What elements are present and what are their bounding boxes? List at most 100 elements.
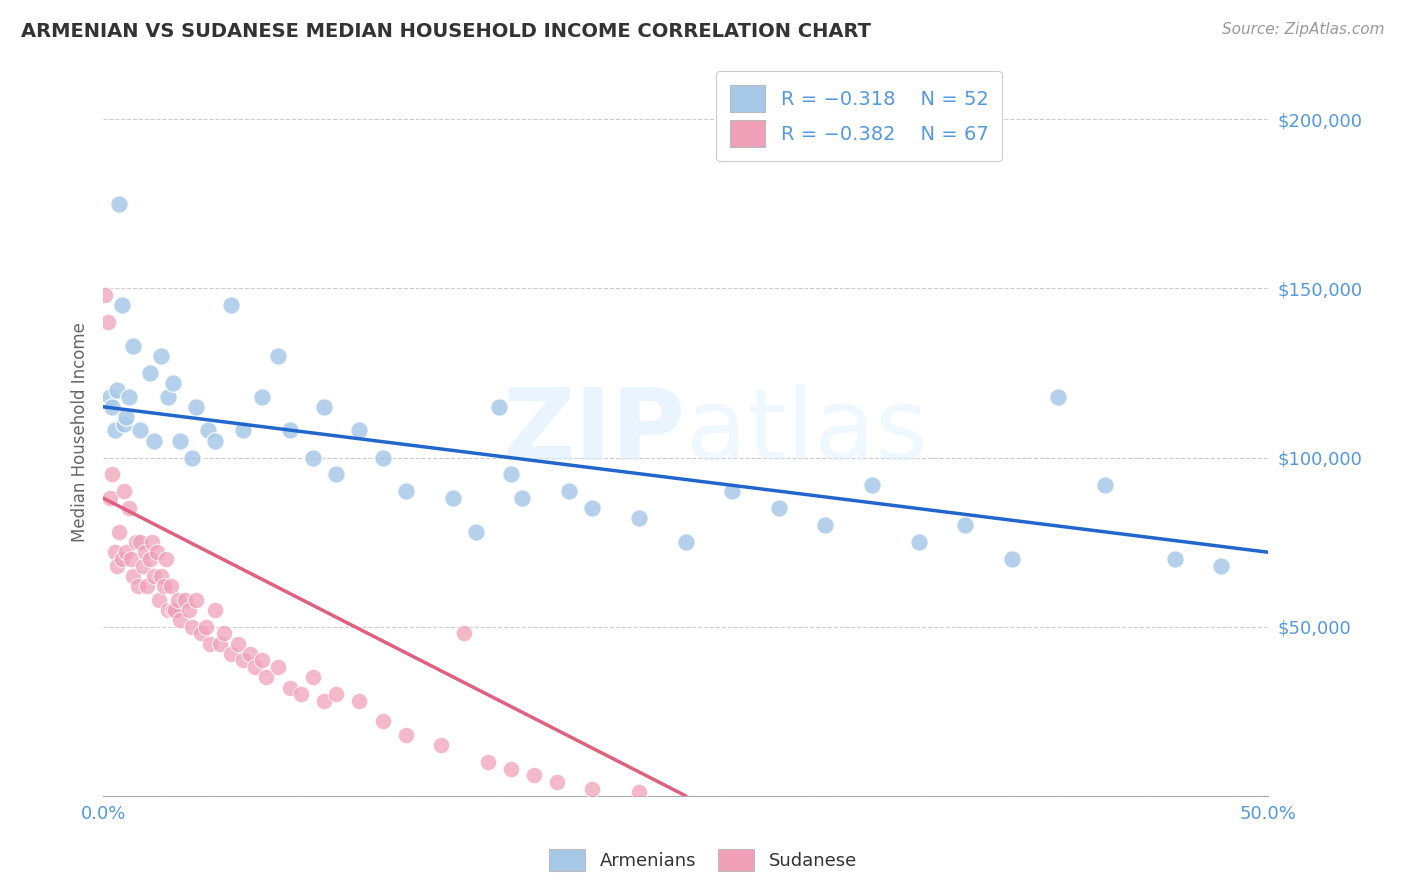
- Point: [155, 552, 177, 566]
- Point: [122, 339, 145, 353]
- Point: [104, 545, 127, 559]
- Point: [98, 390, 121, 404]
- Point: [180, 450, 202, 465]
- Point: [907, 535, 929, 549]
- Point: [267, 349, 290, 363]
- Point: [768, 501, 790, 516]
- Point: [721, 484, 744, 499]
- Text: Source: ZipAtlas.com: Source: ZipAtlas.com: [1222, 22, 1385, 37]
- Legend: Armenians, Sudanese: Armenians, Sudanese: [543, 842, 863, 879]
- Point: [301, 450, 323, 465]
- Point: [290, 687, 312, 701]
- Point: [141, 535, 163, 549]
- Point: [105, 383, 128, 397]
- Point: [134, 545, 156, 559]
- Point: [860, 477, 883, 491]
- Y-axis label: Median Household Income: Median Household Income: [72, 322, 89, 542]
- Point: [430, 738, 453, 752]
- Point: [122, 569, 145, 583]
- Point: [204, 434, 226, 448]
- Point: [101, 400, 124, 414]
- Point: [581, 501, 603, 516]
- Point: [162, 376, 184, 390]
- Point: [325, 687, 347, 701]
- Point: [179, 603, 201, 617]
- Point: [208, 636, 231, 650]
- Point: [239, 647, 262, 661]
- Point: [132, 558, 155, 573]
- Point: [453, 626, 475, 640]
- Point: [349, 694, 371, 708]
- Point: [219, 647, 242, 661]
- Point: [157, 603, 180, 617]
- Point: [186, 400, 208, 414]
- Point: [267, 660, 290, 674]
- Point: [150, 349, 173, 363]
- Point: [115, 545, 138, 559]
- Point: [129, 424, 152, 438]
- Point: [477, 755, 499, 769]
- Point: [118, 501, 141, 516]
- Point: [138, 552, 160, 566]
- Point: [301, 670, 323, 684]
- Point: [180, 620, 202, 634]
- Point: [143, 434, 166, 448]
- Point: [250, 653, 273, 667]
- Point: [190, 626, 212, 640]
- Text: atlas: atlas: [686, 384, 927, 481]
- Point: [101, 467, 124, 482]
- Point: [349, 424, 371, 438]
- Text: ARMENIAN VS SUDANESE MEDIAN HOUSEHOLD INCOME CORRELATION CHART: ARMENIAN VS SUDANESE MEDIAN HOUSEHOLD IN…: [21, 22, 872, 41]
- Point: [395, 484, 418, 499]
- Point: [112, 484, 135, 499]
- Point: [464, 524, 486, 539]
- Point: [1211, 558, 1233, 573]
- Point: [499, 467, 522, 482]
- Point: [314, 400, 336, 414]
- Point: [523, 768, 546, 782]
- Point: [111, 298, 134, 312]
- Point: [186, 592, 208, 607]
- Point: [169, 613, 191, 627]
- Point: [488, 400, 510, 414]
- Point: [120, 552, 142, 566]
- Point: [159, 579, 181, 593]
- Point: [581, 782, 603, 797]
- Point: [94, 288, 117, 302]
- Point: [325, 467, 347, 482]
- Point: [115, 409, 138, 424]
- Legend: R = −0.318    N = 52, R = −0.382    N = 67: R = −0.318 N = 52, R = −0.382 N = 67: [717, 71, 1002, 161]
- Point: [627, 511, 650, 525]
- Point: [953, 518, 976, 533]
- Point: [546, 775, 568, 789]
- Point: [104, 424, 127, 438]
- Point: [214, 626, 236, 640]
- Point: [395, 728, 418, 742]
- Point: [200, 636, 222, 650]
- Point: [441, 491, 464, 505]
- Point: [814, 518, 837, 533]
- Point: [314, 694, 336, 708]
- Text: ZIP: ZIP: [503, 384, 686, 481]
- Point: [219, 298, 242, 312]
- Point: [194, 620, 217, 634]
- Point: [127, 579, 149, 593]
- Point: [166, 592, 188, 607]
- Point: [1164, 552, 1187, 566]
- Point: [232, 424, 254, 438]
- Point: [371, 714, 394, 729]
- Point: [111, 552, 134, 566]
- Point: [97, 315, 120, 329]
- Point: [250, 390, 273, 404]
- Point: [627, 785, 650, 799]
- Point: [243, 660, 266, 674]
- Point: [499, 762, 522, 776]
- Point: [108, 524, 131, 539]
- Point: [278, 424, 301, 438]
- Point: [138, 366, 160, 380]
- Point: [278, 681, 301, 695]
- Point: [108, 196, 131, 211]
- Point: [152, 579, 174, 593]
- Point: [226, 636, 249, 650]
- Point: [145, 545, 167, 559]
